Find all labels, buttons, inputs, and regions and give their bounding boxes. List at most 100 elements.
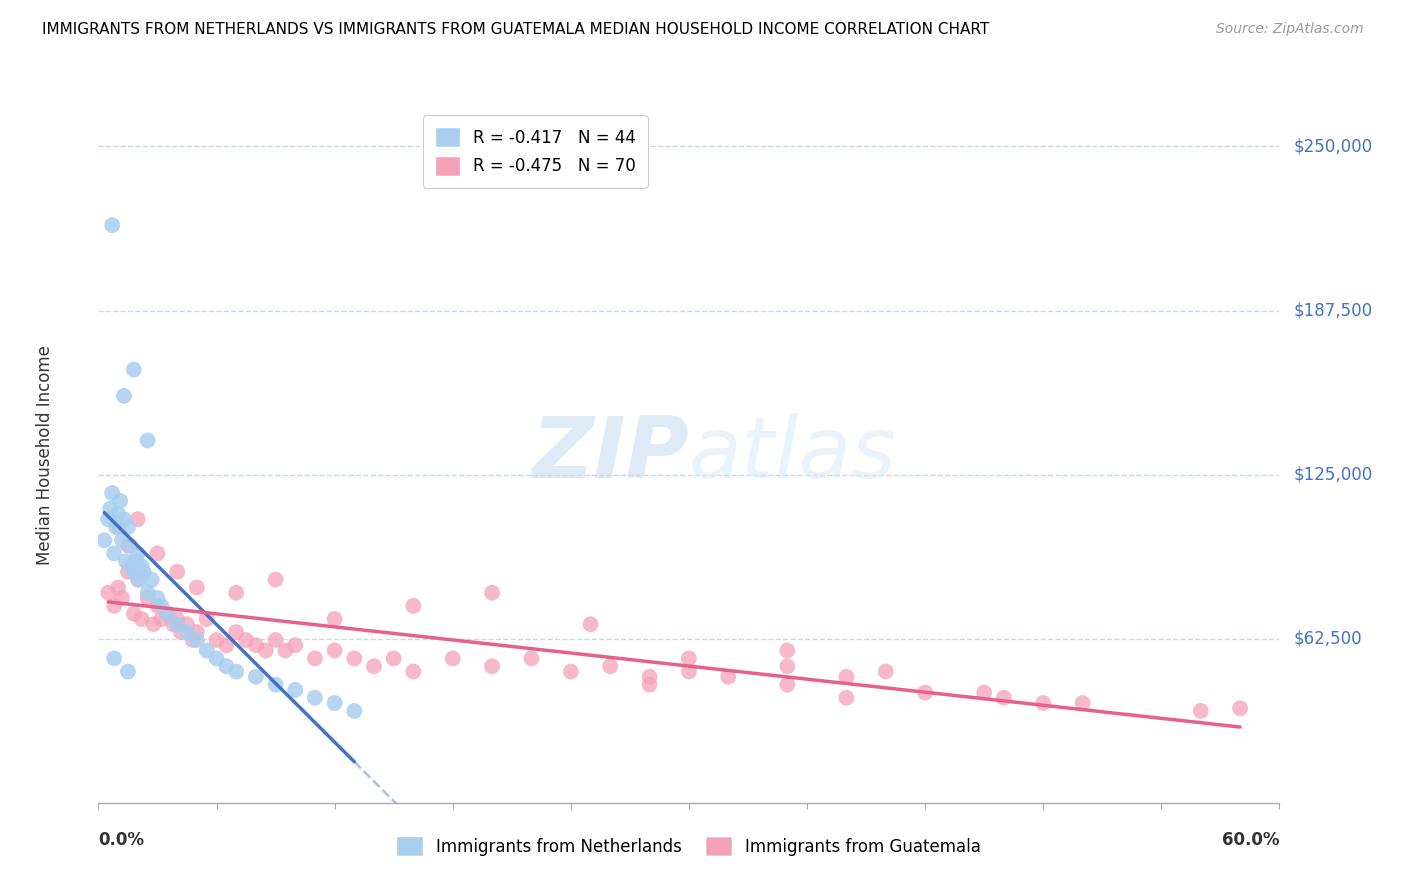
Point	[166, 565, 188, 579]
Point	[717, 670, 740, 684]
Point	[264, 678, 287, 692]
Point	[97, 512, 120, 526]
Point	[107, 507, 129, 521]
Point	[103, 546, 125, 560]
Point	[111, 591, 134, 605]
Point	[156, 607, 179, 621]
Point	[323, 643, 346, 657]
Text: atlas: atlas	[689, 413, 897, 497]
Point	[98, 501, 121, 516]
Point	[323, 696, 346, 710]
Point	[215, 638, 238, 652]
Point	[115, 554, 138, 568]
Point	[875, 665, 897, 679]
Point	[835, 670, 858, 684]
Point	[181, 633, 204, 648]
Point	[166, 617, 188, 632]
Point	[176, 625, 198, 640]
Point	[274, 643, 297, 657]
Point	[776, 643, 799, 657]
Point	[402, 665, 425, 679]
Point	[776, 659, 799, 673]
Point	[132, 565, 155, 579]
Point	[638, 670, 661, 684]
Point	[101, 486, 124, 500]
Text: $125,000: $125,000	[1294, 466, 1372, 483]
Point	[142, 617, 165, 632]
Point	[136, 434, 159, 448]
Point	[105, 520, 128, 534]
Point	[343, 651, 366, 665]
Point	[205, 633, 228, 648]
Point	[304, 690, 326, 705]
Point	[481, 586, 503, 600]
Point	[441, 651, 464, 665]
Point	[363, 659, 385, 673]
Point	[186, 581, 208, 595]
Point	[156, 607, 179, 621]
Point	[131, 559, 153, 574]
Point	[245, 638, 267, 652]
Point	[1071, 696, 1094, 710]
Text: $187,500: $187,500	[1294, 301, 1372, 319]
Point	[107, 581, 129, 595]
Point	[1189, 704, 1212, 718]
Point	[215, 659, 238, 673]
Text: 60.0%: 60.0%	[1222, 830, 1279, 848]
Point	[678, 651, 700, 665]
Point	[112, 512, 135, 526]
Point	[125, 554, 148, 568]
Point	[127, 512, 149, 526]
Point	[150, 599, 173, 613]
Point	[136, 591, 159, 605]
Point	[776, 678, 799, 692]
Point	[136, 586, 159, 600]
Point	[176, 617, 198, 632]
Point	[162, 617, 184, 632]
Point	[118, 539, 141, 553]
Point	[382, 651, 405, 665]
Point	[141, 573, 163, 587]
Point	[579, 617, 602, 632]
Point	[323, 612, 346, 626]
Legend: Immigrants from Netherlands, Immigrants from Guatemala: Immigrants from Netherlands, Immigrants …	[389, 829, 988, 864]
Point	[127, 546, 149, 560]
Point	[97, 586, 120, 600]
Point	[101, 218, 124, 232]
Point	[108, 494, 131, 508]
Point	[93, 533, 115, 548]
Point	[146, 591, 169, 605]
Point	[128, 573, 150, 587]
Point	[146, 599, 169, 613]
Point	[166, 612, 188, 626]
Point	[520, 651, 543, 665]
Point	[103, 599, 125, 613]
Point	[195, 612, 218, 626]
Point	[1032, 696, 1054, 710]
Point	[254, 643, 277, 657]
Point	[264, 573, 287, 587]
Point	[117, 539, 139, 553]
Point	[678, 665, 700, 679]
Point	[993, 690, 1015, 705]
Point	[599, 659, 621, 673]
Text: ZIP: ZIP	[531, 413, 689, 497]
Point	[402, 599, 425, 613]
Point	[122, 362, 145, 376]
Point	[127, 573, 149, 587]
Point	[284, 682, 307, 697]
Point	[122, 565, 145, 579]
Point	[205, 651, 228, 665]
Point	[245, 670, 267, 684]
Point	[122, 607, 145, 621]
Point	[835, 690, 858, 705]
Point	[195, 643, 218, 657]
Point	[186, 633, 208, 648]
Point	[117, 520, 139, 534]
Point	[131, 612, 153, 626]
Point	[225, 625, 247, 640]
Point	[638, 678, 661, 692]
Point	[117, 665, 139, 679]
Text: Median Household Income: Median Household Income	[37, 345, 55, 565]
Point	[560, 665, 582, 679]
